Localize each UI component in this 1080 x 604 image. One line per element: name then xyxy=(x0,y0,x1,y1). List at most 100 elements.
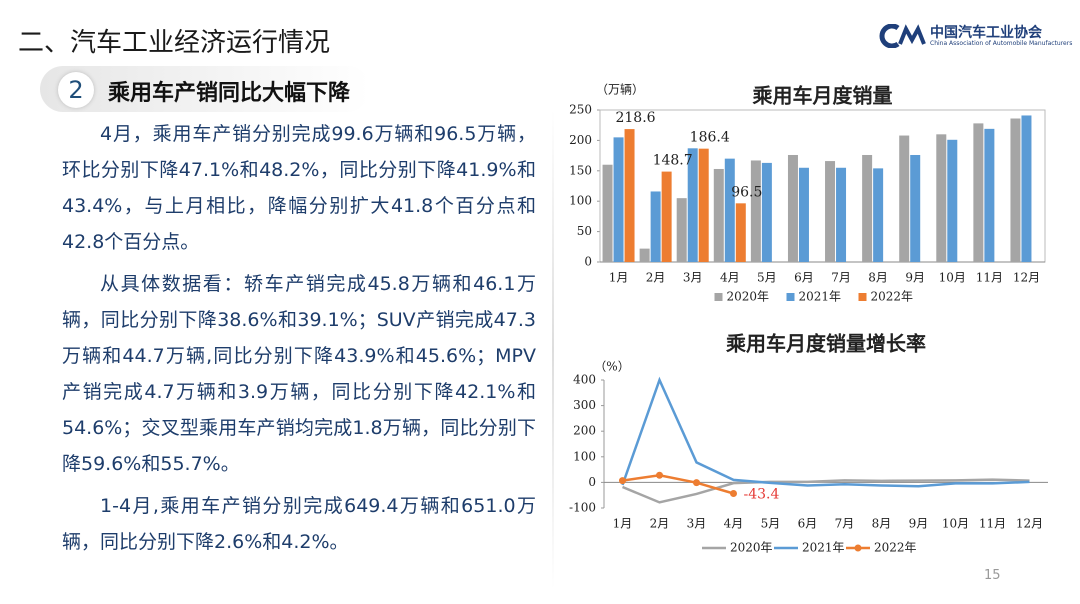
logo-cn: 中国汽车工业协会 xyxy=(930,25,1042,41)
legend-label: 2022年 xyxy=(874,541,917,555)
bar xyxy=(798,167,809,262)
x-tick-label: 9月 xyxy=(909,517,929,531)
paragraph: 从具体数据看：轿车产销完成45.8万辆和46.1万辆，同比分别下降38.6%和3… xyxy=(62,273,536,475)
section-title: 乘用车产销同比大幅下降 xyxy=(108,81,351,106)
bar xyxy=(761,162,772,262)
chart-title: 乘用车月度销量增长率 xyxy=(725,332,926,356)
separator xyxy=(552,110,554,590)
x-tick-label: 11月 xyxy=(979,517,1006,531)
x-tick-label: 8月 xyxy=(868,271,888,285)
y-tick-label: 50 xyxy=(577,224,592,238)
y-tick-label: 0 xyxy=(588,475,596,489)
bar xyxy=(724,158,735,262)
bar xyxy=(862,154,873,262)
x-tick-label: 12月 xyxy=(1013,271,1040,285)
bar xyxy=(698,148,709,262)
bar xyxy=(624,129,635,262)
y-tick-label: 0 xyxy=(584,255,592,269)
y-tick-label: 150 xyxy=(569,163,592,177)
point xyxy=(656,471,663,479)
y-tick-label: 250 xyxy=(569,103,592,117)
x-tick-label: 4月 xyxy=(720,271,740,285)
point xyxy=(693,479,700,487)
bar xyxy=(910,154,921,262)
bar xyxy=(713,168,724,262)
point xyxy=(619,477,626,485)
bar xyxy=(750,160,761,262)
legend-label: 2020年 xyxy=(727,290,770,304)
x-tick-label: 5月 xyxy=(761,517,781,531)
legend-label: 2021年 xyxy=(802,541,845,555)
bar xyxy=(787,154,798,262)
bar xyxy=(735,203,746,262)
x-tick-label: 8月 xyxy=(872,517,892,531)
legend-swatch xyxy=(858,293,867,301)
x-tick-label: 7月 xyxy=(835,517,855,531)
chart-title: 乘用车月度销量 xyxy=(752,84,893,108)
y-axis-label: （%） xyxy=(594,360,629,374)
bar xyxy=(836,167,847,262)
bar xyxy=(825,161,836,262)
legend-label: 2021年 xyxy=(799,290,842,304)
paragraph: 4月，乘用车产销分别完成99.6万辆和96.5万辆，环比分别下降47.1%和48… xyxy=(62,123,536,253)
bar xyxy=(613,137,624,262)
legend-label: 2020年 xyxy=(730,541,773,555)
x-tick-label: 1月 xyxy=(613,517,633,531)
y-tick-label: 200 xyxy=(569,133,592,147)
bar xyxy=(1010,118,1021,263)
legend-swatch xyxy=(714,293,723,301)
x-tick-label: 6月 xyxy=(798,517,818,531)
bar xyxy=(873,168,884,262)
bar xyxy=(687,148,698,262)
x-tick-label: 1月 xyxy=(609,271,629,285)
logo-en: China Association of Automobile Manufact… xyxy=(930,40,1073,47)
y-tick-label: 200 xyxy=(573,424,596,438)
x-tick-label: 3月 xyxy=(687,517,707,531)
header-title: 二、汽车工业经济运行情况 xyxy=(18,28,331,58)
bar xyxy=(947,139,958,262)
bar xyxy=(661,171,672,262)
paragraph: 1-4月,乘用车产销分别完成649.4万辆和651.0万辆，同比分别下降2.6%… xyxy=(62,495,536,553)
bar xyxy=(650,191,661,262)
bar xyxy=(899,135,910,262)
bar xyxy=(984,128,995,262)
bar xyxy=(602,164,613,262)
logo: 中国汽车工业协会 China Association of Automobile… xyxy=(878,22,1072,52)
point xyxy=(730,490,737,498)
x-tick-label: 6月 xyxy=(794,271,814,285)
x-tick-label: 10月 xyxy=(939,271,966,285)
bar xyxy=(936,134,947,262)
data-label: 218.6 xyxy=(615,110,655,126)
legend-swatch xyxy=(786,293,795,301)
data-label: 148.7 xyxy=(653,153,693,169)
data-label: 96.5 xyxy=(731,184,762,200)
logo-mark xyxy=(879,24,926,48)
bar xyxy=(1021,115,1032,262)
y-tick-label: 100 xyxy=(569,194,592,208)
x-tick-label: 9月 xyxy=(905,271,925,285)
line-series xyxy=(622,478,1030,504)
x-tick-label: 12月 xyxy=(1016,517,1043,531)
legend-marker xyxy=(854,544,862,552)
section-number: 2 xyxy=(58,72,94,108)
x-tick-label: 3月 xyxy=(683,271,703,285)
bar xyxy=(639,248,650,262)
x-tick-label: 10月 xyxy=(942,517,969,531)
bar xyxy=(973,123,984,262)
body-text: 4月，乘用车产销分别完成99.6万辆和96.5万辆，环比分别下降47.1%和48… xyxy=(62,116,536,566)
bar xyxy=(676,198,687,262)
y-axis-label: （万辆） xyxy=(596,83,644,97)
legend-label: 2022年 xyxy=(871,290,914,304)
y-tick-label: 300 xyxy=(573,398,596,412)
x-tick-label: 2月 xyxy=(650,517,670,531)
y-tick-label: -100 xyxy=(569,501,596,515)
x-tick-label: 11月 xyxy=(976,271,1003,285)
x-tick-label: 4月 xyxy=(724,517,744,531)
section-badge xyxy=(40,66,370,112)
x-tick-label: 2月 xyxy=(646,271,666,285)
x-tick-label: 7月 xyxy=(831,271,851,285)
line-series xyxy=(622,473,734,495)
y-tick-label: 400 xyxy=(573,373,596,387)
